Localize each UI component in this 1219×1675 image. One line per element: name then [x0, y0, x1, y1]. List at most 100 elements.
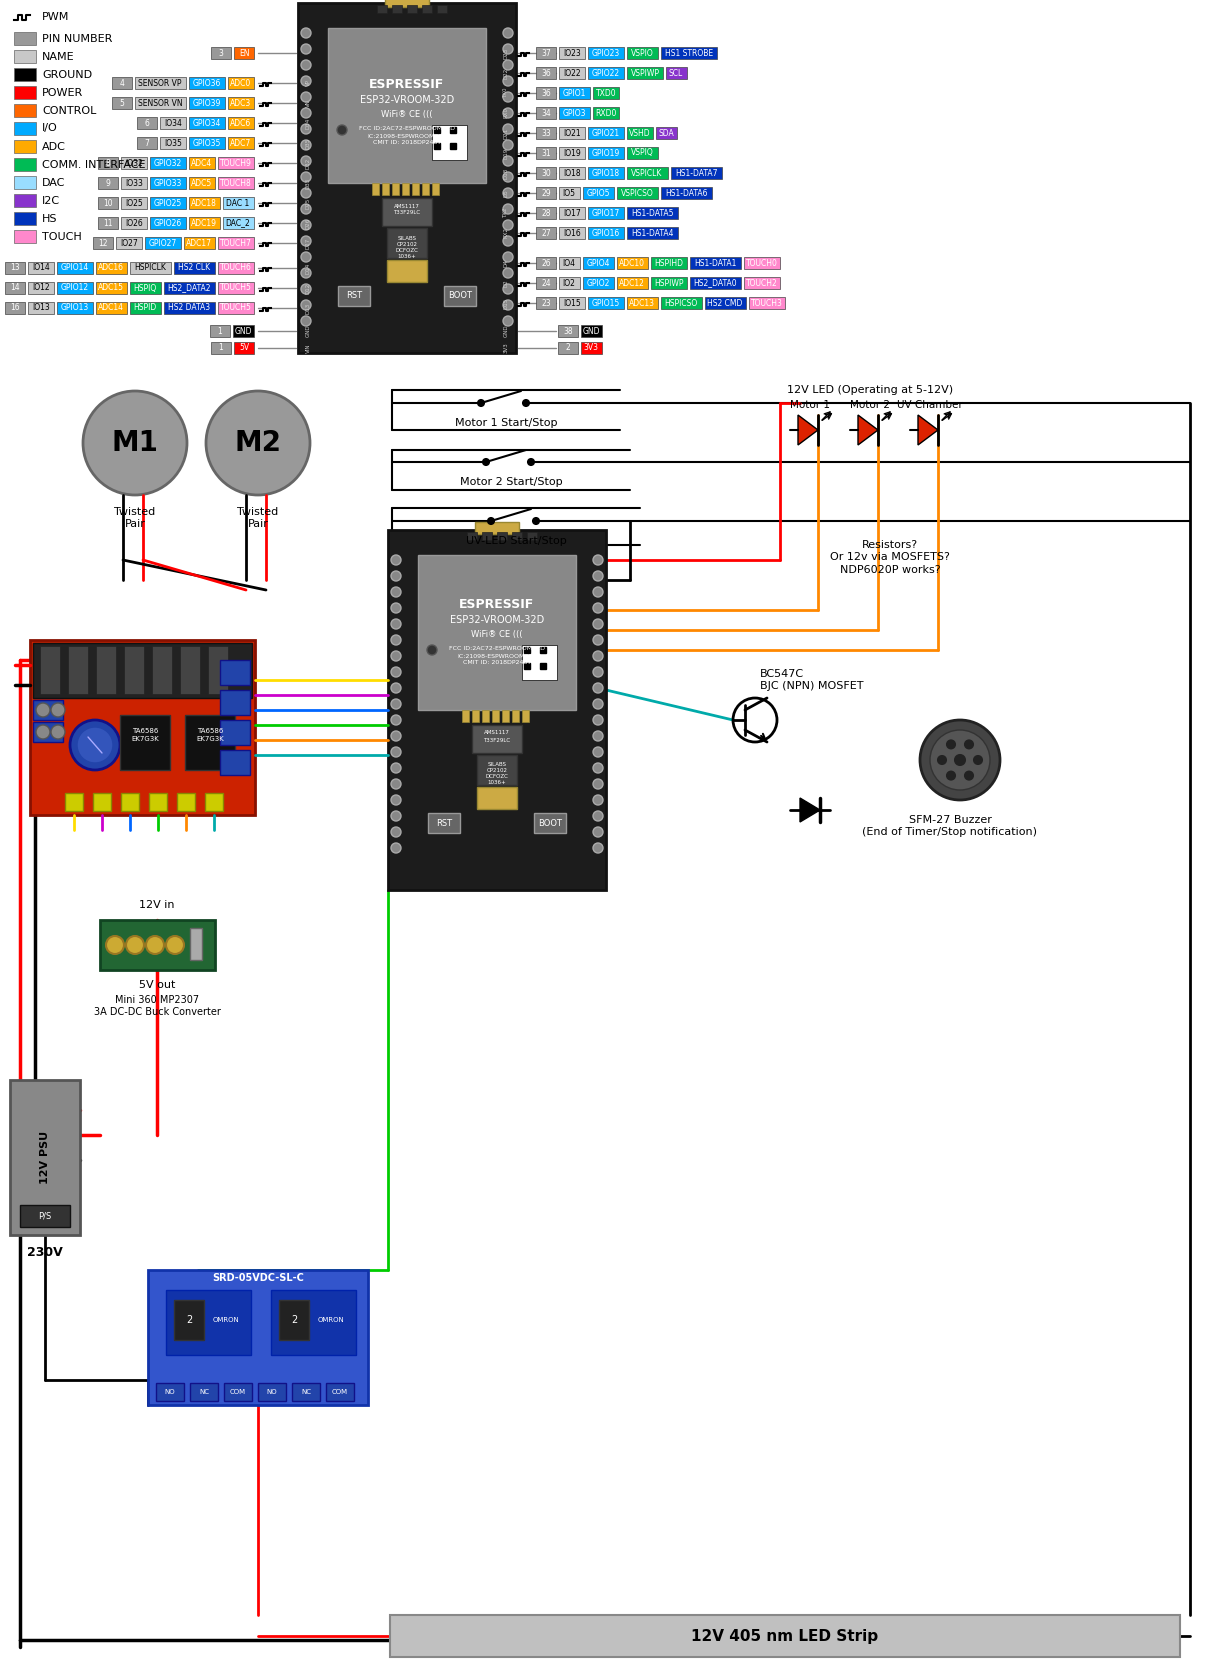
Text: HS2_DATA2: HS2_DATA2: [167, 283, 211, 293]
Bar: [588, 147, 624, 159]
Text: 26: 26: [541, 258, 551, 268]
Text: SCL: SCL: [669, 69, 683, 77]
Bar: [627, 208, 678, 219]
Circle shape: [503, 28, 513, 39]
Bar: [96, 261, 127, 275]
Bar: [651, 276, 688, 290]
Text: GPIO33: GPIO33: [154, 179, 182, 188]
Circle shape: [533, 518, 539, 524]
Text: 230V: 230V: [27, 1246, 63, 1260]
Text: GPIO35: GPIO35: [193, 139, 221, 147]
Text: GPIO19: GPIO19: [592, 149, 620, 157]
Bar: [150, 218, 187, 229]
Bar: [475, 523, 519, 534]
Circle shape: [206, 390, 310, 496]
Bar: [512, 710, 519, 722]
Circle shape: [106, 936, 124, 955]
Text: ADC16: ADC16: [98, 263, 124, 273]
Bar: [57, 281, 93, 295]
Bar: [666, 67, 688, 79]
Circle shape: [391, 827, 401, 838]
Circle shape: [336, 126, 347, 136]
Circle shape: [478, 400, 484, 405]
Text: TA6586
EK7G3K: TA6586 EK7G3K: [132, 729, 158, 742]
Circle shape: [166, 936, 184, 955]
Circle shape: [391, 586, 401, 596]
Bar: [150, 157, 187, 169]
Bar: [588, 67, 624, 79]
Bar: [190, 1384, 218, 1400]
Bar: [617, 276, 649, 290]
Circle shape: [503, 124, 513, 134]
Circle shape: [503, 251, 513, 261]
Bar: [432, 126, 467, 161]
Bar: [233, 325, 254, 337]
Circle shape: [301, 156, 311, 166]
Bar: [149, 792, 167, 811]
Circle shape: [503, 44, 513, 54]
Text: 8: 8: [106, 159, 111, 168]
Circle shape: [947, 772, 954, 779]
Text: TOUCH9: TOUCH9: [221, 159, 252, 168]
Bar: [189, 117, 226, 129]
Bar: [98, 157, 118, 169]
Circle shape: [391, 811, 401, 821]
Bar: [93, 236, 113, 250]
Circle shape: [974, 755, 983, 764]
Circle shape: [391, 554, 401, 564]
Bar: [536, 147, 556, 159]
Circle shape: [51, 704, 65, 717]
Circle shape: [503, 141, 513, 151]
Text: 38: 38: [563, 327, 573, 335]
Bar: [522, 645, 557, 680]
Circle shape: [523, 400, 529, 405]
Bar: [205, 792, 223, 811]
Bar: [98, 218, 118, 229]
Text: 34: 34: [541, 109, 551, 117]
Text: BC547C
BJC (NPN) MOSFET: BC547C BJC (NPN) MOSFET: [759, 668, 863, 692]
Bar: [536, 168, 556, 179]
Text: CMIT ID: 2018DP2467: CMIT ID: 2018DP2467: [463, 660, 531, 665]
Text: IO16: IO16: [563, 228, 581, 238]
Text: TOUCH6: TOUCH6: [221, 263, 252, 273]
Bar: [98, 198, 118, 209]
Text: TOUCH8: TOUCH8: [221, 179, 252, 188]
Bar: [661, 188, 712, 199]
Circle shape: [391, 730, 401, 740]
Text: TX2: TX2: [503, 208, 508, 218]
Bar: [13, 229, 37, 243]
Text: VSPICSO: VSPICSO: [620, 189, 653, 198]
Text: GND: GND: [234, 327, 252, 335]
Circle shape: [592, 827, 603, 838]
Circle shape: [146, 936, 165, 955]
Bar: [462, 710, 469, 722]
Bar: [536, 296, 556, 308]
Bar: [385, 0, 429, 7]
Text: HS2 DATA3: HS2 DATA3: [168, 303, 210, 313]
Bar: [338, 286, 371, 307]
Text: GPIO17: GPIO17: [592, 208, 620, 218]
Circle shape: [391, 667, 401, 677]
Bar: [68, 647, 88, 693]
Bar: [412, 183, 419, 194]
Bar: [534, 812, 566, 832]
Circle shape: [503, 300, 513, 310]
Text: 12V LED (Operating at 5-12V): 12V LED (Operating at 5-12V): [787, 385, 953, 395]
Bar: [450, 127, 456, 132]
Bar: [150, 178, 187, 189]
Text: 4: 4: [119, 79, 124, 87]
Bar: [482, 533, 492, 539]
Bar: [588, 228, 624, 240]
Text: AMS1117: AMS1117: [394, 203, 419, 208]
Text: IC:21098-ESPWROOM32D: IC:21098-ESPWROOM32D: [457, 653, 538, 658]
Text: 12V PSU: 12V PSU: [40, 1131, 50, 1184]
Circle shape: [301, 141, 311, 151]
Text: ADC10: ADC10: [619, 258, 645, 268]
Bar: [560, 208, 585, 219]
Text: WiFi® CE (((: WiFi® CE (((: [382, 111, 433, 119]
Circle shape: [592, 811, 603, 821]
Circle shape: [69, 720, 119, 770]
Text: 11: 11: [104, 218, 112, 228]
Circle shape: [391, 603, 401, 613]
Bar: [218, 302, 254, 313]
